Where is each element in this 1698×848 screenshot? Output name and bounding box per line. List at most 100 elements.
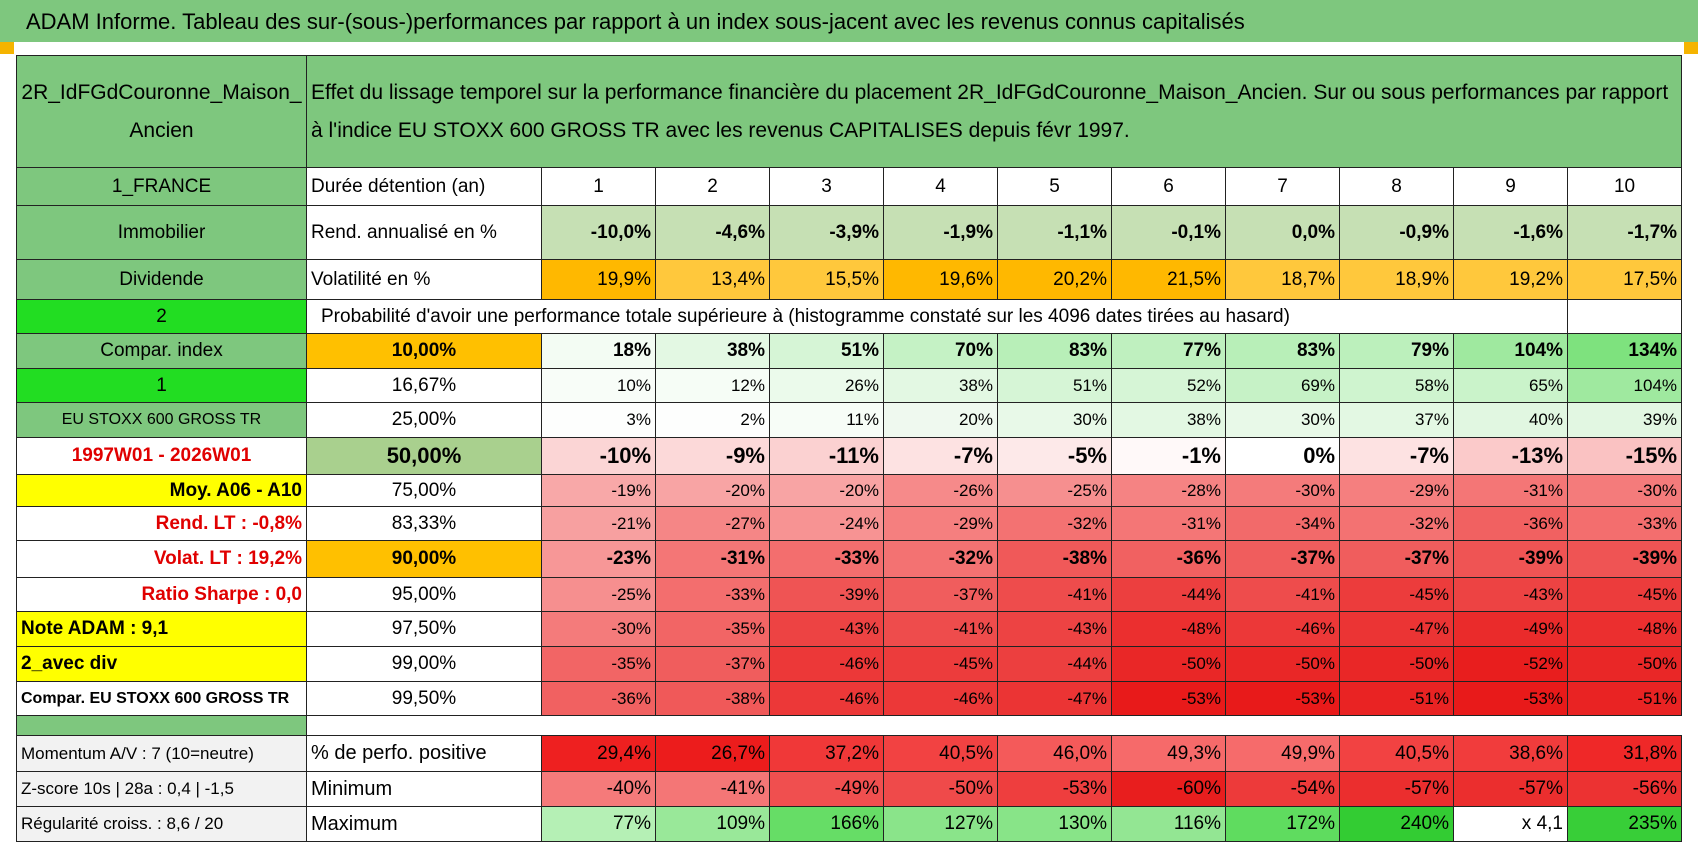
stat-value: 49,3% bbox=[1111, 735, 1226, 772]
prob-value: -47% bbox=[997, 681, 1112, 716]
prob-value: -31% bbox=[1111, 506, 1226, 541]
rend-value: -0,1% bbox=[1111, 205, 1226, 260]
prob-value: -25% bbox=[997, 474, 1112, 507]
prob-value: 104% bbox=[1566, 368, 1683, 403]
prob-value: 38% bbox=[883, 368, 998, 403]
row-label: Note ADAM : 9,1 bbox=[16, 611, 307, 647]
row-label: 1 bbox=[16, 368, 307, 403]
table-row: Momentum A/V : 7 (10=neutre)% de perfo. … bbox=[16, 735, 1683, 772]
vol-value: 18,9% bbox=[1339, 259, 1454, 300]
row-label: Rend. LT : -0,8% bbox=[16, 506, 307, 541]
prob-value: -41% bbox=[883, 611, 998, 647]
prob-value: 51% bbox=[997, 368, 1112, 403]
prob-value: -32% bbox=[1339, 506, 1454, 541]
prob-value: -35% bbox=[655, 611, 770, 647]
rend-value: -1,6% bbox=[1453, 205, 1568, 260]
duration: 2 bbox=[655, 167, 770, 206]
duration: 8 bbox=[1339, 167, 1454, 206]
prob-value: -15% bbox=[1566, 437, 1683, 475]
prob-value: -49% bbox=[1453, 611, 1568, 647]
prob-value: -21% bbox=[541, 506, 656, 541]
prob-value: -46% bbox=[769, 646, 884, 682]
row-label: Moy. A06 - A10 bbox=[16, 474, 307, 507]
prob-value: -43% bbox=[1453, 577, 1568, 612]
prob-value: -43% bbox=[769, 611, 884, 647]
table-row: 2_avec div 99,00% -35% -37% -46% -45% -44% -50%… bbox=[16, 646, 1683, 682]
prob-value: 58% bbox=[1339, 368, 1454, 403]
table-row: Z-score 10s | 28a : 0,4 | -1,5 Minimum -40… bbox=[16, 771, 1683, 807]
threshold: 90,00% bbox=[306, 540, 542, 578]
prob-value: -46% bbox=[1225, 611, 1340, 647]
prob-value: -27% bbox=[655, 506, 770, 541]
metric: Minimum bbox=[306, 771, 542, 807]
duration: 4 bbox=[883, 167, 998, 206]
placement-name: 2R_IdFGdCouronne_Maison_Ancien bbox=[16, 55, 307, 168]
prob-value: -19% bbox=[541, 474, 656, 507]
threshold: 75,00% bbox=[306, 474, 542, 507]
prob-value: 2% bbox=[655, 402, 770, 438]
threshold: 97,50% bbox=[306, 611, 542, 647]
vol-value: 19,2% bbox=[1453, 259, 1568, 300]
vol-value: 15,5% bbox=[769, 259, 884, 300]
prob-value: -33% bbox=[655, 577, 770, 612]
prob-value: -51% bbox=[1566, 681, 1683, 716]
prob-value: -24% bbox=[769, 506, 884, 541]
title-bar: ADAM Informe. Tableau des sur-(sous-)per… bbox=[0, 0, 1698, 42]
prob-value: -50% bbox=[1339, 646, 1454, 682]
duration: 10 bbox=[1566, 167, 1683, 206]
prob-value: -43% bbox=[997, 611, 1112, 647]
table-row: 2 Probabilité d'avoir une performance tot… bbox=[16, 299, 1683, 334]
row-label: Compar. index bbox=[16, 333, 307, 369]
duration: 3 bbox=[769, 167, 884, 206]
prob-value: -25% bbox=[541, 577, 656, 612]
stat-value: -40% bbox=[541, 771, 656, 807]
table-row: Régularité croiss. : 8,6 / 20 Maximum 77% 1… bbox=[16, 806, 1683, 842]
row-label: Volat. LT : 19,2% bbox=[16, 540, 307, 578]
stat-value: 109% bbox=[655, 806, 770, 842]
table-row: Moy. A06 - A10 75,00% -19% -20% -20% -26% -25%… bbox=[16, 474, 1683, 507]
stat-value: 172% bbox=[1225, 806, 1340, 842]
stat-value: 77% bbox=[541, 806, 656, 842]
table-row: 1997W01 - 2026W01 50,00% -10% -9% -11% -7% -5%… bbox=[16, 437, 1683, 475]
table-row: Ratio Sharpe : 0,0 95,00% -25% -33% -39% -37%… bbox=[16, 577, 1683, 612]
stat-value: 240% bbox=[1339, 806, 1454, 842]
prob-value: 3% bbox=[541, 402, 656, 438]
prob-value: -53% bbox=[1225, 681, 1340, 716]
prob-value: -53% bbox=[1453, 681, 1568, 716]
prob-value: 11% bbox=[769, 402, 884, 438]
prob-value: 37% bbox=[1339, 402, 1454, 438]
table-row: Compar. EU STOXX 600 GROSS TR 99,50% -36% -… bbox=[16, 681, 1683, 716]
stat-value: 166% bbox=[769, 806, 884, 842]
prob-value: 70% bbox=[883, 333, 998, 369]
prob-value: -37% bbox=[1339, 540, 1454, 578]
prob-value: -39% bbox=[769, 577, 884, 612]
threshold: 83,33% bbox=[306, 506, 542, 541]
stat-value: -57% bbox=[1339, 771, 1454, 807]
threshold: 10,00% bbox=[306, 333, 542, 369]
prob-value: -32% bbox=[997, 506, 1112, 541]
table-row: Volat. LT : 19,2% 90,00% -23% -31% -33% -32% -… bbox=[16, 540, 1683, 578]
prob-value: -34% bbox=[1225, 506, 1340, 541]
rend-value: -1,7% bbox=[1566, 205, 1683, 260]
prob-value: -46% bbox=[769, 681, 884, 716]
stat-value: 127% bbox=[883, 806, 998, 842]
prob-value: 38% bbox=[1111, 402, 1226, 438]
stat-value: -53% bbox=[997, 771, 1112, 807]
prob-value: -36% bbox=[1111, 540, 1226, 578]
table-row: Dividende Volatilité en % 19,9% 13,4% 15,5% 1… bbox=[16, 259, 1683, 300]
table-row: 2R_IdFGdCouronne_Maison_Ancien Effet du l… bbox=[16, 55, 1683, 168]
prob-value: -45% bbox=[1566, 577, 1683, 612]
rend-value: -1,9% bbox=[883, 205, 998, 260]
prob-value: -11% bbox=[769, 437, 884, 475]
row-label: Ratio Sharpe : 0,0 bbox=[16, 577, 307, 612]
prob-value: -48% bbox=[1111, 611, 1226, 647]
prob-value: -36% bbox=[541, 681, 656, 716]
stat-value: 235% bbox=[1566, 806, 1683, 842]
rend-value: 0,0% bbox=[1225, 205, 1340, 260]
prob-value: 52% bbox=[1111, 368, 1226, 403]
vol-value: 19,9% bbox=[541, 259, 656, 300]
stat-value: 38,6% bbox=[1453, 735, 1568, 772]
prob-value: -31% bbox=[1453, 474, 1568, 507]
prob-value: 20% bbox=[883, 402, 998, 438]
